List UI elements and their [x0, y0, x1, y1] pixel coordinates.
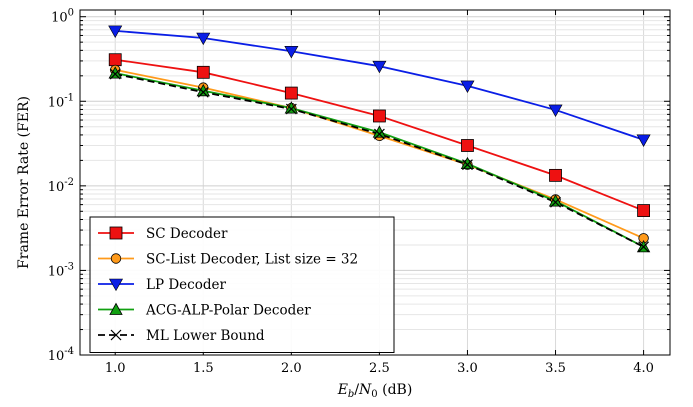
marker-triangle-up	[460, 156, 475, 170]
x-label-slash: /	[354, 382, 359, 398]
marker-x	[197, 86, 209, 98]
marker-x	[109, 68, 121, 80]
marker-x	[550, 196, 561, 208]
marker-x-stroke	[638, 241, 650, 253]
marker-triangle-up	[548, 194, 563, 207]
x-label-n: N	[358, 382, 372, 398]
marker-x-stroke	[197, 86, 209, 98]
y-tick-label: 10-4	[48, 346, 74, 364]
marker-triangle-down	[372, 60, 387, 74]
legend-label: SC-List Decoder, List size = 32	[146, 252, 358, 268]
legend-label: ACG-ALP-Polar Decoder	[145, 303, 311, 319]
series-markers	[108, 25, 651, 253]
marker-x	[373, 128, 385, 140]
x-label-unit: (dB)	[378, 382, 413, 398]
marker-x-stroke	[110, 329, 122, 341]
marker-triangle-up	[109, 302, 123, 315]
legend: SC Decoder SC-List Decoder, List size = 3…	[89, 216, 395, 353]
marker-triangle-down	[460, 80, 475, 94]
x-label-e: E	[337, 382, 348, 398]
marker-square	[461, 139, 474, 152]
marker-triangle-up	[108, 66, 122, 79]
marker-x	[110, 329, 122, 341]
legend-label: ML Lower Bound	[146, 328, 265, 344]
y-tick-label: 100	[51, 8, 74, 26]
x-tick-label: 3.0	[457, 361, 478, 376]
marker-x-stroke	[462, 159, 473, 171]
marker-triangle-down	[108, 25, 123, 38]
marker-triangle-up	[196, 83, 210, 97]
marker-square	[109, 226, 123, 240]
x-tick-label: 1.5	[193, 361, 214, 376]
marker-triangle-down	[196, 32, 211, 46]
marker-triangle-down	[108, 278, 124, 292]
marker-triangle-down	[636, 134, 651, 147]
legend-label: LP Decoder	[146, 277, 226, 293]
x-tick-label: 1.0	[105, 361, 126, 376]
y-tick-label: 10-1	[48, 92, 74, 110]
marker-x-stroke	[373, 128, 385, 140]
plot-frame	[79, 9, 671, 356]
marker-x	[638, 241, 650, 253]
marker-x	[285, 103, 297, 115]
x-tick-label: 2.0	[281, 361, 302, 376]
legend-label: SC Decoder	[146, 226, 228, 242]
x-label-b: b	[348, 389, 354, 400]
marker-square	[549, 168, 562, 182]
marker-x-stroke	[550, 196, 561, 208]
marker-triangle-up	[284, 101, 299, 114]
marker-x-stroke	[285, 103, 297, 115]
x-tick-label: 3.5	[545, 361, 566, 376]
x-tick-label: 2.5	[369, 361, 390, 376]
marker-square	[108, 53, 122, 67]
marker-x	[462, 159, 473, 171]
marker-triangle-down	[548, 104, 563, 118]
marker-square	[637, 204, 650, 217]
y-tick-label: 10-3	[48, 261, 74, 279]
x-axis-label: Eb/N0 (dB)	[337, 382, 413, 400]
y-tick-label: 10-2	[48, 177, 74, 195]
marker-square	[284, 86, 298, 100]
x-tick-label: 4.0	[633, 361, 654, 376]
marker-circle	[110, 253, 122, 264]
marker-square	[196, 65, 210, 79]
x-label-zero: 0	[371, 389, 377, 400]
marker-square	[373, 109, 386, 123]
marker-x-stroke	[109, 68, 121, 80]
y-axis-label: Frame Error Rate (FER)	[16, 96, 32, 269]
legend-box	[89, 216, 395, 353]
marker-triangle-down	[284, 45, 299, 59]
